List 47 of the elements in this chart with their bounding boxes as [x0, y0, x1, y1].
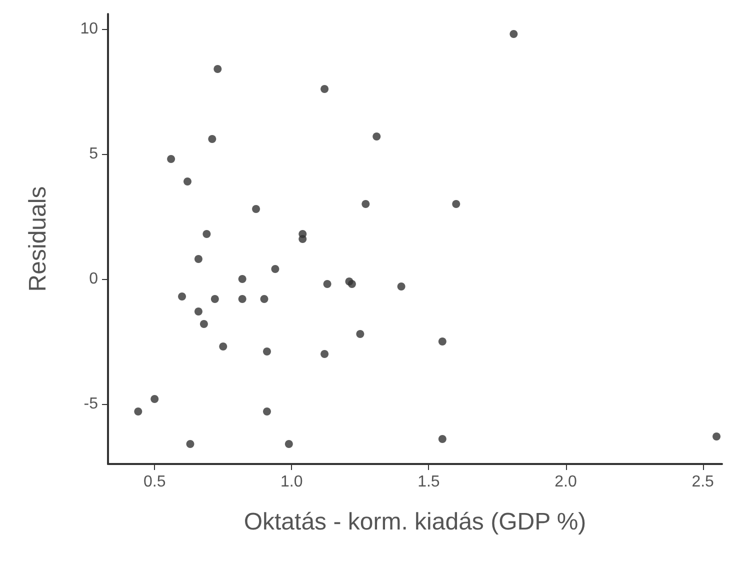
point	[252, 205, 260, 213]
point	[238, 295, 246, 303]
point	[438, 435, 446, 443]
point	[323, 280, 332, 288]
point	[219, 342, 228, 350]
x-tick-label: 2.0	[554, 474, 577, 490]
point	[208, 135, 216, 143]
point	[298, 235, 307, 243]
point	[356, 330, 364, 338]
point	[214, 65, 222, 73]
point	[712, 432, 721, 440]
point	[238, 275, 246, 283]
point	[150, 395, 159, 403]
point	[194, 255, 202, 263]
x-tick-label: 2.5	[692, 474, 714, 490]
point	[372, 132, 381, 140]
y-axis-title: Residuals	[24, 186, 52, 292]
point	[194, 308, 202, 316]
point	[200, 320, 208, 328]
point	[397, 282, 406, 290]
point	[348, 280, 356, 288]
point	[202, 230, 211, 238]
point	[362, 200, 370, 208]
point	[178, 292, 186, 300]
point	[452, 200, 460, 208]
point	[262, 408, 271, 416]
point	[167, 155, 176, 163]
point	[186, 440, 194, 448]
y-tick-label: 10	[80, 20, 98, 38]
point	[210, 295, 219, 303]
x-tick-label: 1.0	[280, 474, 303, 490]
point	[271, 265, 280, 273]
point	[438, 338, 446, 346]
point	[260, 295, 268, 303]
point	[134, 408, 142, 416]
point	[320, 85, 329, 93]
x-tick-label: 0.5	[143, 474, 166, 490]
x-axis-title: Oktatás - korm. kiadás (GDP %)	[244, 508, 586, 536]
point	[510, 30, 518, 38]
point	[184, 178, 192, 186]
y-tick-label: -5	[84, 396, 98, 412]
y-tick-label: 0	[89, 270, 98, 288]
point	[262, 348, 271, 356]
point	[320, 350, 329, 358]
point	[284, 440, 293, 448]
x-tick-label: 1.5	[418, 474, 440, 490]
y-tick-label: 5	[89, 146, 98, 162]
